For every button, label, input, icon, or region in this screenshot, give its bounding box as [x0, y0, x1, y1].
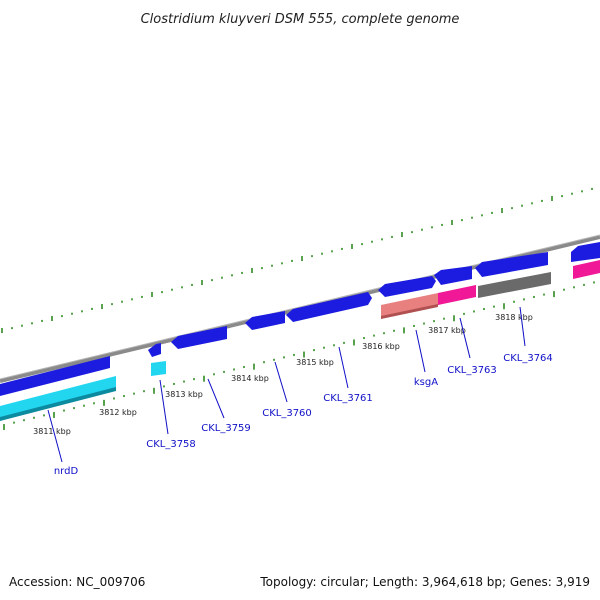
scale-tick-label: 3814 kbp — [231, 374, 269, 383]
gene-block-ckl-3759 — [171, 326, 227, 349]
gene-block-blue-left — [0, 356, 110, 396]
scale-tick-label: 3811 kbp — [33, 427, 71, 436]
gene-label: CKL_3760 — [262, 408, 312, 419]
gene-leader-line — [338, 346, 349, 389]
gene-leader-line — [207, 378, 225, 419]
gene-label: ksgA — [414, 377, 438, 388]
gene-label: CKL_3759 — [201, 423, 251, 434]
gene-block-ckl-3764-gray — [478, 272, 551, 298]
gene-leader-line — [415, 329, 426, 373]
gene-block-cyan-left-shadow — [0, 387, 116, 421]
gene-features — [0, 242, 600, 421]
gene-label: nrdD — [54, 466, 79, 477]
gene-leader-line — [274, 361, 288, 403]
scale-tick-label: 3817 kbp — [428, 326, 466, 335]
gene-block-ckl-3761 — [286, 292, 372, 322]
gene-leader-line — [159, 379, 169, 435]
scale-tick-label: 3815 kbp — [296, 358, 334, 367]
gene-leader-line — [459, 317, 471, 359]
scale-labels: 3811 kbp 3812 kbp 3813 kbp 3814 kbp 3815 kbp… — [33, 313, 533, 436]
scale-tick-label: 3812 kbp — [99, 408, 137, 417]
gene-block-ckl-3763-blue — [434, 266, 472, 285]
outer-tick-row — [1, 187, 593, 334]
gene-label: CKL_3764 — [503, 353, 553, 364]
scale-tick-label: 3818 kbp — [495, 313, 533, 322]
gene-block-right-blue — [571, 242, 600, 262]
inner-tick-row — [3, 281, 595, 431]
gene-leader-line — [519, 306, 526, 347]
gene-leader-line — [47, 409, 63, 463]
gene-labels: nrdD CKL_3758 CKL_3759 CKL_3760 CKL_3761 ksgA… — [47, 306, 553, 477]
gene-label: CKL_3758 — [146, 439, 196, 450]
gene-block-ksga-salmon-shadow — [381, 304, 438, 319]
gene-block-ksga-salmon — [381, 293, 438, 318]
scale-tick-label: 3816 kbp — [362, 342, 400, 351]
accession-label: Accession: NC_009706 — [9, 575, 145, 589]
topology-label: Topology: circular; Length: 3,964,618 bp… — [259, 575, 590, 589]
gene-block-ckl-3760 — [245, 311, 285, 330]
gene-label: CKL_3761 — [323, 393, 373, 404]
gene-block-right-pink — [573, 260, 600, 279]
gene-block-ksga-blue — [378, 276, 436, 297]
scale-tick-label: 3813 kbp — [165, 390, 203, 399]
gene-block-ckl-3758-blue — [148, 343, 161, 357]
gene-block-ckl-3764-blue — [475, 252, 548, 277]
gene-label: CKL_3763 — [447, 365, 497, 376]
gene-block-ckl-3763-pink — [438, 285, 476, 305]
map-title: Clostridium kluyveri DSM 555, complete g… — [141, 12, 460, 27]
gene-block-ckl-3758-cyan — [151, 361, 166, 376]
gene-block-cyan-left — [0, 376, 116, 420]
